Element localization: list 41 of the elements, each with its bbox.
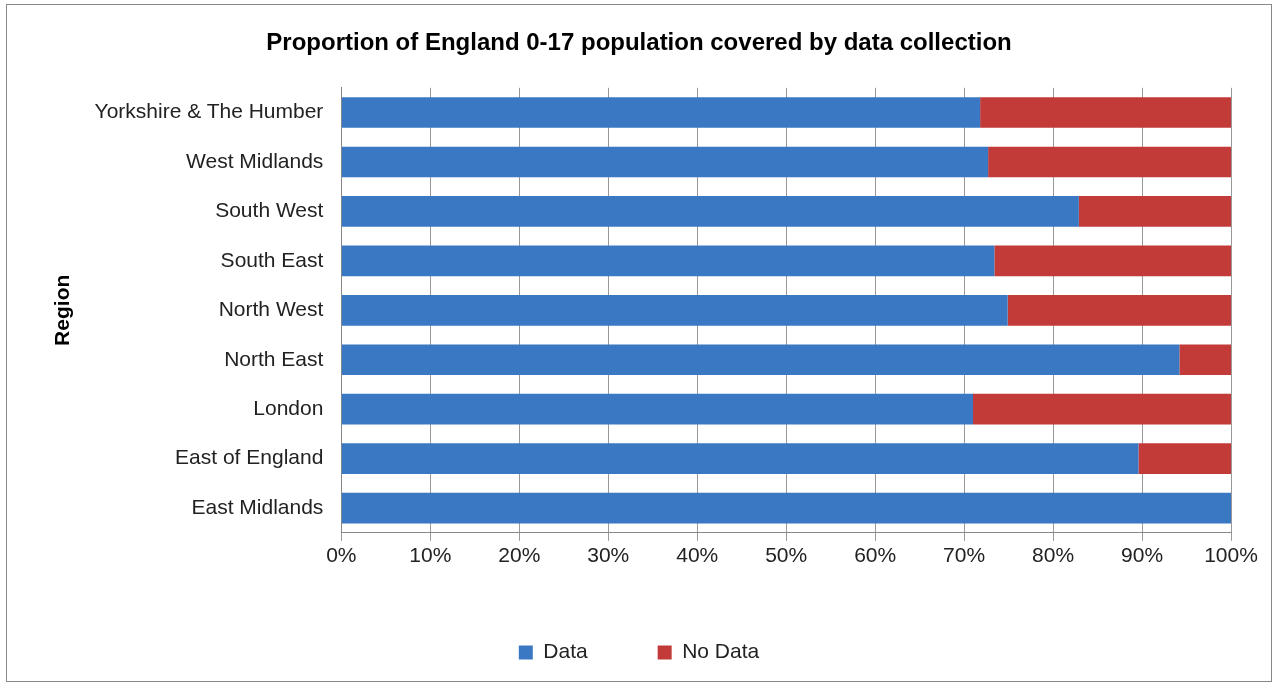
- bar: [341, 146, 989, 178]
- y-tick-label: East Midlands: [191, 494, 324, 518]
- x-tick-label: 10%: [409, 543, 452, 567]
- y-tick-label: London: [253, 395, 324, 419]
- x-tick-label: 40%: [676, 543, 719, 567]
- x-tick-label: 100%: [1204, 543, 1258, 567]
- chart-title: Proportion of England 0-17 population covered by data collection: [266, 28, 1012, 56]
- bar: [341, 245, 995, 277]
- x-tick-label: 60%: [854, 543, 897, 567]
- y-tick-label: West Midlands: [186, 148, 324, 172]
- y-tick-label: North East: [224, 346, 324, 370]
- x-tick-label: 30%: [587, 543, 630, 567]
- y-tick-label: Yorkshire & The Humber: [94, 99, 324, 123]
- y-tick-label: North West: [218, 297, 324, 321]
- bar: [341, 196, 1079, 227]
- bar: [341, 393, 973, 425]
- x-tick-label: 50%: [765, 543, 808, 567]
- bar: [1078, 196, 1231, 227]
- y-tick-label: South West: [215, 198, 324, 222]
- y-tick-label: East of England: [175, 445, 324, 469]
- bar: [341, 344, 1180, 376]
- y-axis-title: Region: [50, 274, 74, 346]
- bar: [980, 97, 1231, 128]
- y-tick-label: South East: [220, 247, 324, 271]
- x-tick-label: 80%: [1032, 543, 1075, 567]
- x-tick-label: 90%: [1121, 543, 1164, 567]
- bar: [973, 393, 1231, 425]
- bar: [1138, 443, 1231, 474]
- bar: [1007, 294, 1231, 326]
- x-tick-label: 20%: [498, 543, 541, 567]
- legend-label: No Data: [682, 639, 760, 663]
- legend-label: Data: [543, 639, 588, 663]
- x-tick-label: 0%: [326, 543, 357, 567]
- bar: [341, 443, 1139, 474]
- bar: [1179, 344, 1231, 376]
- bar: [341, 492, 1231, 524]
- x-tick-label: 70%: [943, 543, 986, 567]
- bar: [994, 245, 1231, 277]
- bar: [341, 97, 981, 128]
- bar: [341, 294, 1008, 326]
- bar: [988, 146, 1231, 178]
